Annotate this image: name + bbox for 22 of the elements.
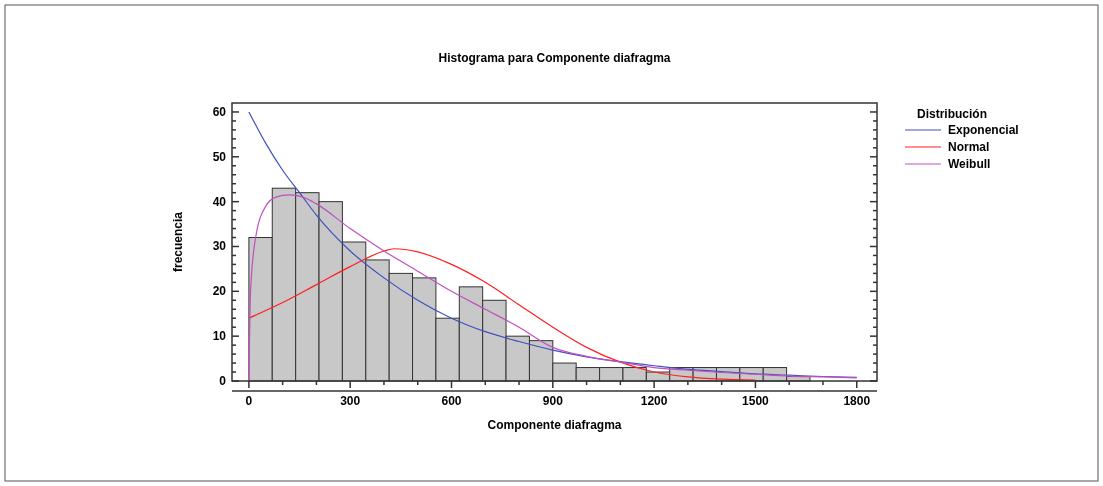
y-tick-label: 40 (212, 194, 227, 209)
x-axis-title: Componente diafragma (487, 418, 622, 432)
line-series (248, 194, 858, 382)
legend-label: Normal (948, 140, 990, 154)
x-tick-label: 0 (245, 394, 253, 408)
x-tick-label: 1800 (843, 394, 871, 408)
y-tick-label: 60 (212, 104, 227, 119)
y-tick-label: 30 (212, 239, 227, 254)
chart-title: Histograma para Componente diafragma (438, 51, 671, 65)
legend-label: Weibull (948, 157, 991, 171)
y-axis-title: frecuencia (171, 211, 185, 273)
legend-title: Distribución (917, 107, 988, 121)
y-tick-label: 50 (212, 149, 227, 164)
x-tick-label: 1200 (640, 394, 668, 408)
x-tick-label: 1500 (742, 394, 770, 408)
x-tick-label: 300 (340, 394, 361, 408)
y-tick-label: 20 (212, 284, 227, 299)
x-tick-label: 600 (441, 394, 462, 408)
y-tick-label: 10 (212, 329, 227, 344)
legend-label: Exponencial (948, 123, 1019, 137)
y-tick-label: 0 (219, 374, 227, 388)
x-tick-label: 900 (542, 394, 564, 408)
